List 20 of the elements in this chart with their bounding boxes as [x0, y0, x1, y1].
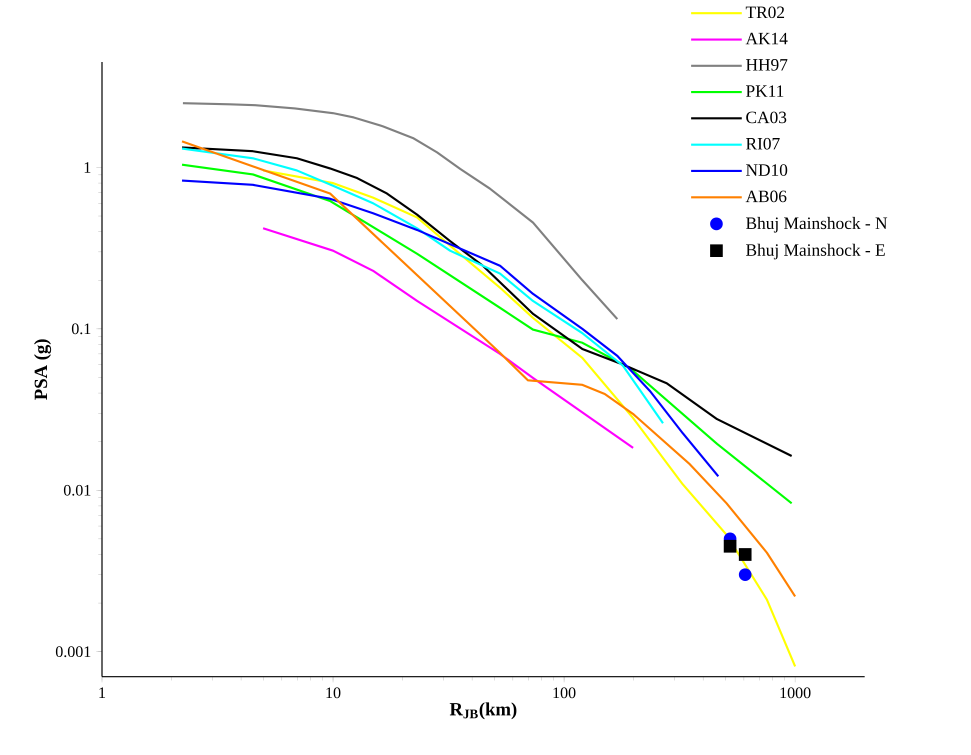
x-tick-label: 100 — [553, 688, 576, 698]
legend-label: CA03 — [746, 112, 786, 124]
legend-label: Bhuj Mainshock - E — [746, 244, 885, 260]
x-axis-title: R$_{JB}$(km) — [450, 702, 516, 720]
legend-label: HH97 — [746, 59, 788, 71]
y-tick-label: 0.1 — [72, 324, 90, 334]
y-axis-title: PSA (g) — [34, 339, 52, 400]
legend-label: AB06 — [746, 190, 786, 202]
x-tick-label: 10 — [326, 688, 340, 698]
x-tick-label: 1000 — [780, 688, 811, 698]
y-tick-label: 0.01 — [64, 484, 90, 496]
legend-label: PK11 — [746, 85, 784, 97]
y-tick-label: 1 — [84, 162, 90, 173]
legend-label: AK14 — [746, 32, 788, 44]
legend-label: RI07 — [746, 138, 780, 150]
legend-label: Bhuj Mainshock - N — [746, 217, 888, 233]
y-tick-label: 0.001 — [56, 646, 90, 658]
legend-label: TR02 — [746, 6, 784, 18]
legend-label: ND10 — [746, 164, 788, 176]
x-tick-label: 1 — [99, 688, 106, 698]
